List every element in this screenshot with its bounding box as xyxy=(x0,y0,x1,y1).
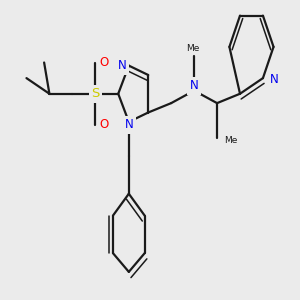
Text: O: O xyxy=(100,118,109,131)
Text: Me: Me xyxy=(186,44,199,53)
Text: N: N xyxy=(117,59,126,72)
Text: N: N xyxy=(190,80,199,92)
Text: N: N xyxy=(270,73,279,86)
Text: S: S xyxy=(91,87,100,100)
Text: O: O xyxy=(100,56,109,69)
Text: Me: Me xyxy=(224,136,238,145)
Text: N: N xyxy=(124,118,133,131)
